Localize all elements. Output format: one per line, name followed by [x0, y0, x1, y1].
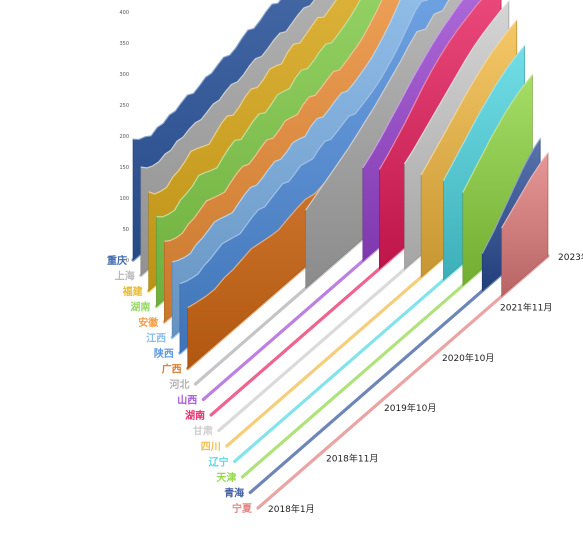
ribbon-ridge [132, 0, 282, 141]
ribbon-ridge [171, 0, 401, 263]
ribbon-ridge [148, 0, 337, 195]
y-tick-label: 250 [119, 103, 129, 109]
series-label: 陕西 [154, 347, 174, 360]
series-label: 青海 [224, 487, 244, 500]
series-label: 江西 [146, 332, 166, 345]
series-label: 上海 [115, 270, 135, 283]
ribbon-ridge [462, 74, 533, 193]
series-label: 湖南 [130, 301, 150, 314]
y-tick-label: 100 [119, 196, 129, 202]
x-tick-label: 2019年10月 [384, 402, 436, 414]
ribbon-ridge [378, 0, 482, 170]
x-tick-label: 2018年1月 [268, 503, 315, 515]
series-label: 安徽 [138, 316, 159, 329]
ribbon-ridge [156, 0, 361, 218]
y-tick-label: 0 [126, 258, 129, 264]
series-label: 甘肃 [193, 425, 213, 438]
ribbon-ridge [403, 0, 510, 165]
ribbon-ridge [140, 0, 316, 169]
y-tick-label: 350 [119, 41, 129, 47]
series-label: 福建 [122, 285, 144, 298]
ribbon-ridge [179, 0, 429, 285]
ribbon-ridge [305, 0, 450, 211]
series-label: 辽宁 [209, 456, 229, 469]
x-tick-label: 2021年11月 [500, 301, 552, 313]
y-tick-label: 50 [123, 227, 129, 233]
series-label: 广西 [162, 363, 182, 376]
ribbon-ridge [481, 138, 541, 254]
x-tick-label: 2020年10月 [442, 352, 494, 364]
series-label: 河北 [170, 378, 190, 391]
series-label: 宁夏 [232, 502, 253, 515]
y-tick-label: 300 [119, 72, 129, 78]
ribbon-ridge [362, 0, 464, 169]
series-label: 重庆 [107, 254, 127, 267]
ribbon-ridge [442, 45, 526, 182]
series-label: 四川 [201, 441, 221, 453]
series-label: 湖南 [185, 409, 205, 422]
x-tick-label: 2023年1月 [558, 251, 583, 263]
ribbon-ridge [420, 20, 518, 176]
y-tick-label: 400 [119, 10, 129, 16]
ribbons [132, 0, 549, 370]
series-label: 天津 [216, 471, 236, 484]
y-axis-ticks: 400 350 300 250 200 150 100 50 0 [119, 10, 129, 264]
series-label: 山西 [177, 394, 197, 407]
ribbon-ridge [164, 0, 383, 242]
y-tick-label: 150 [119, 165, 129, 171]
ribbon-ridge [501, 152, 549, 229]
x-axis-ticks: 2018年1月 2018年11月 2019年10月 2020年10月 2021年11月 2… [268, 251, 583, 515]
x-tick-label: 2018年11月 [326, 453, 378, 465]
floor-line [256, 254, 550, 510]
y-tick-label: 200 [119, 134, 129, 140]
